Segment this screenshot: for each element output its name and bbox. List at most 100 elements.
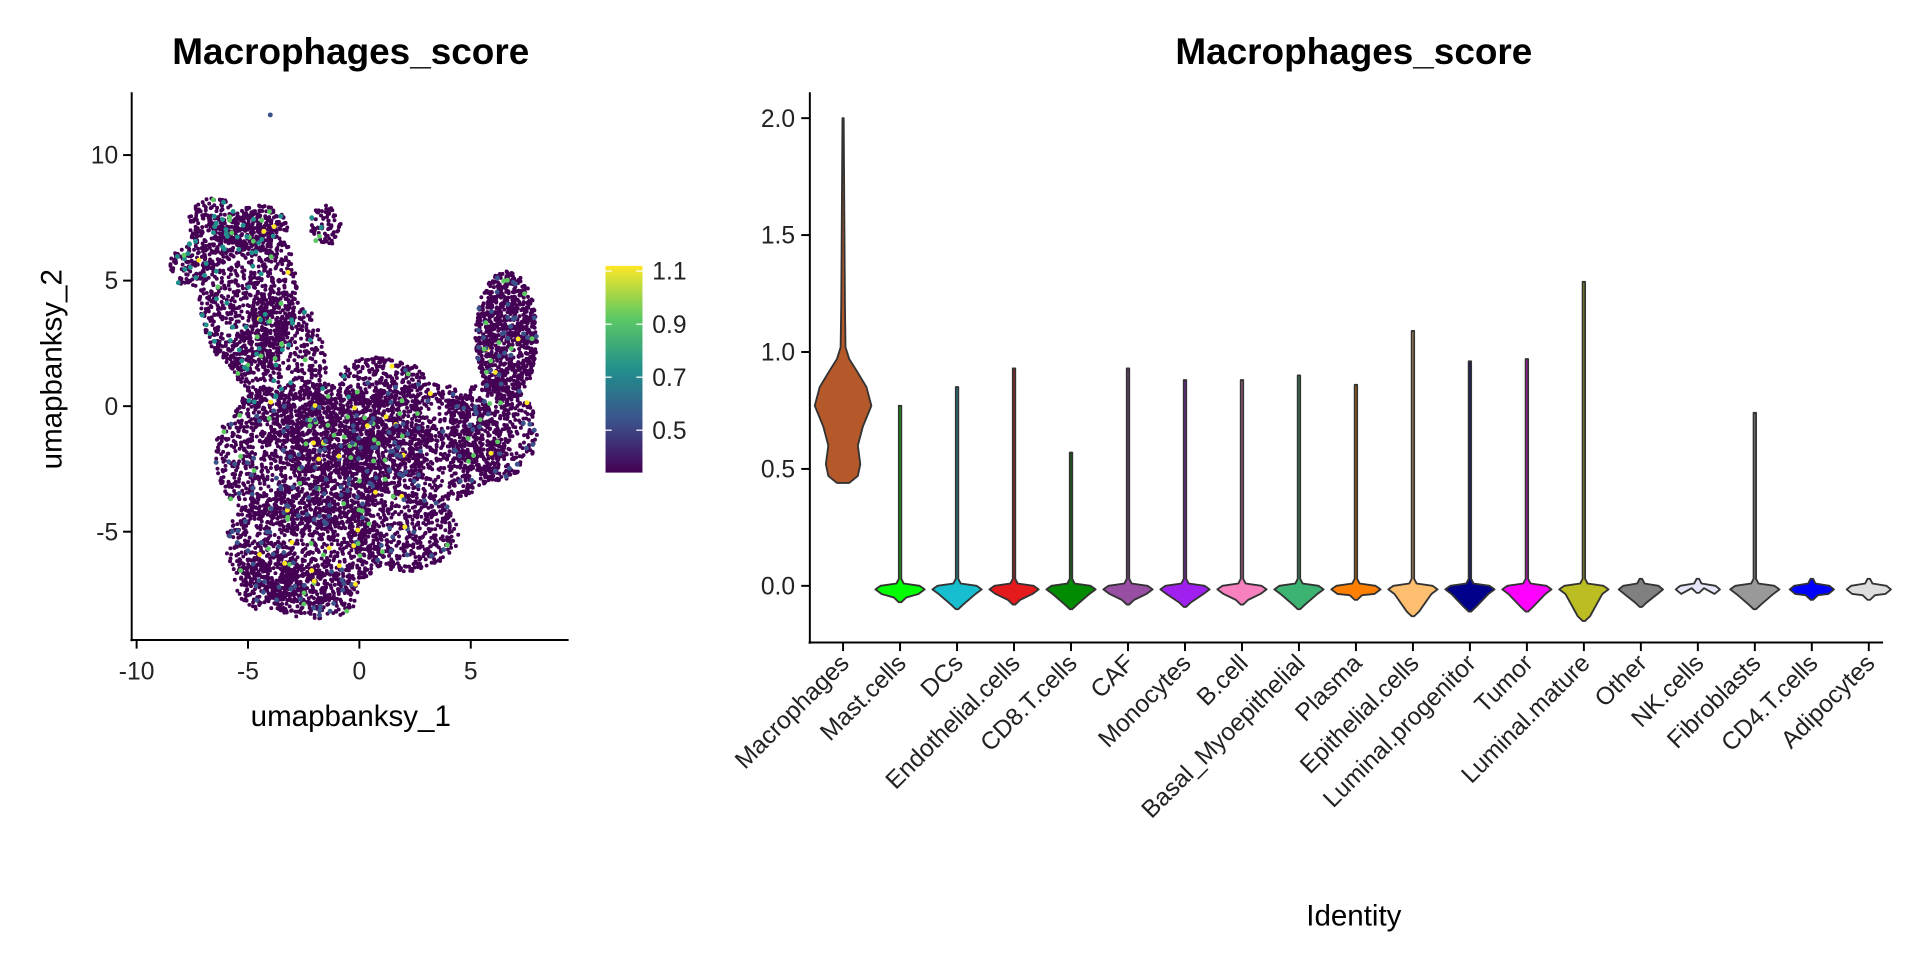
umap-point [295, 579, 300, 584]
umap-point [292, 566, 297, 571]
umap-point [299, 538, 304, 543]
umap-point [360, 559, 365, 564]
umap-point [515, 431, 520, 436]
umap-point [452, 526, 457, 531]
umap-point [396, 541, 401, 546]
umap-point [336, 572, 341, 577]
umap-point [423, 503, 428, 508]
umap-point [409, 499, 414, 504]
umap-point [513, 470, 518, 475]
umap-point [459, 402, 464, 407]
umap-point [253, 545, 258, 550]
umap-point [352, 365, 356, 370]
umap-point [360, 542, 365, 547]
umap-point [239, 582, 244, 587]
umap-point [367, 527, 372, 532]
umap-point [528, 332, 533, 336]
umap-point [312, 228, 317, 233]
umap-point [448, 420, 453, 424]
umap-point [445, 535, 450, 540]
umap-point [369, 566, 374, 571]
umap-point [495, 394, 500, 399]
umap-point [393, 510, 398, 515]
umap-point [391, 389, 396, 394]
umap-point [279, 576, 284, 581]
umap-point [521, 379, 526, 384]
umap-point [289, 580, 294, 585]
umap-point [257, 562, 262, 567]
umap-point [385, 381, 390, 386]
umap-point [250, 541, 255, 546]
umap-point [410, 493, 415, 498]
umap-point [456, 494, 461, 499]
umap-point [377, 364, 382, 369]
umap-point [314, 600, 319, 604]
umap-point [479, 295, 484, 300]
umap-point [417, 400, 422, 405]
umap-point [244, 598, 249, 603]
umap-point [453, 544, 458, 548]
umap-point [417, 453, 422, 458]
umap-point [391, 560, 396, 565]
umap-point [529, 341, 534, 346]
umap-point [446, 403, 451, 408]
umap-point [472, 387, 476, 392]
umap-point [381, 410, 386, 415]
umap-point [352, 598, 357, 603]
umap-point [352, 554, 357, 559]
umap-point [414, 418, 419, 423]
umap-point [501, 362, 506, 367]
umap-point [521, 358, 526, 363]
umap-point [521, 440, 526, 445]
umap-point [367, 370, 372, 375]
umap-point [413, 443, 418, 448]
umap-point [269, 606, 274, 611]
umap-point [361, 376, 366, 381]
umap-point [486, 391, 491, 396]
umap-point [432, 533, 436, 538]
umap-point [405, 405, 409, 410]
umap-points [168, 112, 539, 621]
umap-point [507, 432, 512, 437]
umap-point [484, 387, 489, 392]
umap-point [502, 416, 507, 421]
umap-point [508, 406, 513, 411]
umap-point [383, 371, 388, 376]
umap-point [255, 533, 260, 538]
umap-point [305, 569, 310, 574]
umap-point [479, 312, 484, 316]
umap-point [414, 534, 418, 539]
umap-point [452, 482, 457, 487]
umap-point [348, 371, 352, 376]
umap-point [433, 477, 438, 482]
umap-point [434, 539, 439, 544]
umap-point [306, 562, 311, 567]
umap-point [460, 448, 465, 453]
umap-point [492, 421, 496, 425]
umap-point [424, 389, 429, 394]
umap-point [224, 551, 229, 556]
umap-point [403, 465, 408, 470]
umap-point [488, 446, 493, 450]
umap-point [266, 536, 271, 541]
umap-point [522, 384, 527, 389]
umap-point [381, 381, 386, 386]
umap-point [303, 553, 308, 558]
umap-point [339, 526, 344, 531]
umap-point [424, 475, 429, 480]
umap-point [396, 504, 401, 509]
umap-point [368, 408, 373, 413]
umap-point [342, 536, 346, 541]
umap-point [331, 230, 336, 235]
umap-point [423, 557, 428, 562]
umap-point [484, 419, 488, 424]
umap-point [410, 517, 415, 522]
umap-point [533, 437, 537, 442]
umap-point [322, 231, 327, 236]
umap-point [410, 377, 415, 382]
umap-point [502, 454, 507, 459]
umap-point [413, 433, 418, 438]
umap-point [336, 228, 341, 233]
umap-point [382, 512, 386, 517]
umap-point [430, 520, 434, 525]
